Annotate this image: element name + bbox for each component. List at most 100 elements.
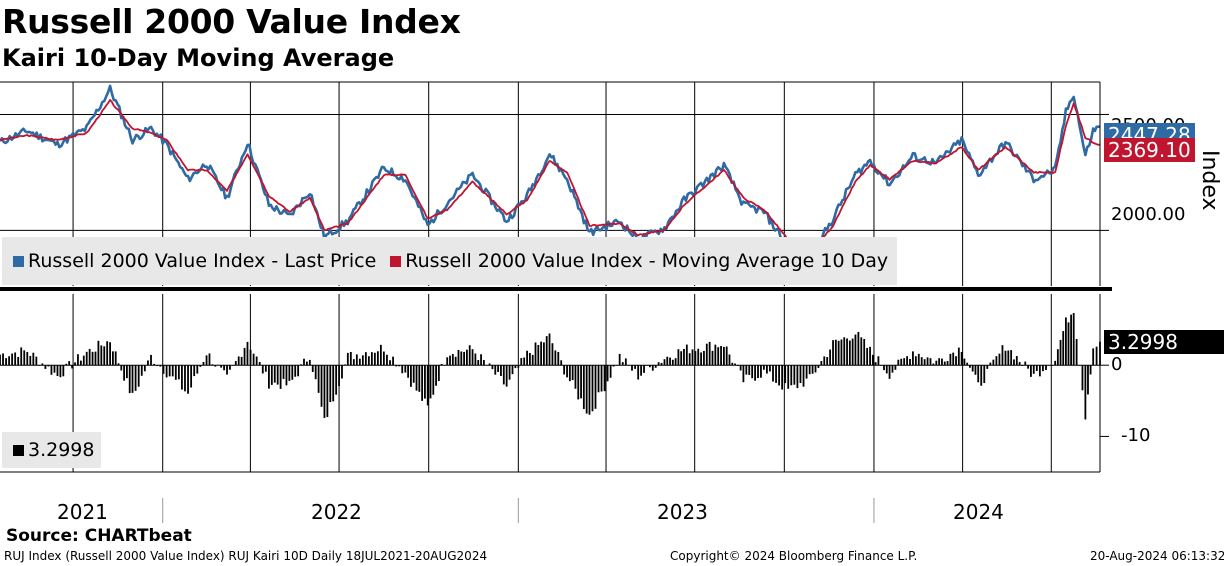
kairi-bar: [1062, 331, 1065, 366]
kairi-bar: [485, 364, 488, 366]
kairi-bar: [211, 364, 214, 366]
kairi-bar: [840, 339, 843, 366]
y-tick-label-0: 0: [1111, 354, 1123, 375]
kairi-bar: [404, 365, 407, 373]
kairi-bar: [560, 360, 563, 366]
kairi-bar: [748, 365, 751, 375]
kairi-bar: [168, 365, 171, 377]
kairi-bar: [837, 340, 840, 366]
price-lines: [0, 84, 1101, 262]
kairi-bar: [237, 356, 240, 366]
source-note: Source: CHARTbeat: [6, 526, 192, 546]
kairi-bar: [745, 365, 748, 375]
kairi-bar: [314, 365, 317, 380]
kairi-bar: [424, 365, 426, 399]
kairi-bar: [778, 365, 780, 386]
x-label-2021: 2021: [57, 500, 108, 524]
legend-swatch-last-price: [13, 255, 24, 267]
kairi-bar: [14, 352, 17, 366]
kairi-bar: [621, 362, 624, 366]
kairi-bar: [603, 365, 606, 392]
kairi-bar: [460, 351, 463, 366]
kairi-bar: [651, 365, 654, 371]
kairi-bar: [252, 353, 255, 366]
kairi-bar: [669, 357, 671, 366]
kairi-bar: [477, 360, 480, 366]
kairi-last-value-tag: 3.2998: [1104, 330, 1224, 354]
kairi-bar: [834, 339, 837, 366]
kairi-bar: [320, 365, 323, 407]
kairi-bar: [126, 365, 128, 379]
kairi-bar: [960, 351, 963, 366]
kairi-bar: [214, 365, 217, 367]
kairi-bar: [762, 365, 765, 370]
kairi-bar: [335, 365, 338, 395]
kairi-bar: [1092, 348, 1095, 366]
kairi-bar: [162, 365, 165, 374]
kairi-bar: [294, 365, 297, 377]
kairi-bar: [285, 365, 288, 386]
kairi-bar: [412, 365, 415, 383]
kairi-bar: [866, 347, 869, 366]
kairi-bar: [1045, 365, 1047, 371]
kairi-bar: [793, 365, 796, 385]
kairi-bar: [23, 350, 26, 366]
kairi-bar: [246, 341, 249, 366]
kairi-bar: [443, 365, 446, 366]
moving-average-tag: 2369.10: [1104, 138, 1195, 162]
kairi-bar: [594, 365, 597, 409]
footer-center: Copyright© 2024 Bloomberg Finance L.P.: [670, 549, 918, 563]
kairi-bar: [199, 365, 202, 367]
kairi-bar: [757, 365, 759, 379]
kairi-bar: [1067, 322, 1070, 366]
legend-swatch-moving-average: [390, 255, 402, 267]
kairi-bar: [358, 358, 361, 366]
kairi-bar: [728, 354, 731, 366]
kairi-bar: [386, 354, 388, 366]
kairi-bar: [11, 353, 14, 366]
kairi-bar: [379, 344, 382, 366]
kairi-bar: [261, 365, 264, 374]
kairi-bar: [734, 363, 736, 366]
kairi-bar: [103, 346, 106, 366]
kairi-bar: [612, 365, 615, 367]
kairi-bar: [742, 365, 745, 383]
kairi-bar: [407, 365, 410, 378]
kairi-bar: [568, 365, 571, 382]
kairi-bar: [243, 347, 246, 366]
kairi-bar: [382, 351, 385, 366]
kairi-bar: [1048, 365, 1050, 366]
kairi-bar: [352, 359, 355, 366]
kairi-bar: [451, 353, 454, 366]
kairi-bar: [520, 358, 523, 366]
kairi-bar: [364, 352, 367, 366]
kairi-bar: [77, 354, 79, 366]
kairi-bar: [597, 365, 600, 393]
kairi-bar: [943, 361, 946, 366]
kairi-bar: [523, 357, 526, 366]
kairi-bar: [395, 365, 398, 367]
kairi-bar: [920, 357, 923, 366]
kairi-bar: [545, 336, 548, 366]
kairi-bar: [421, 365, 424, 401]
kairi-bar: [1027, 365, 1029, 369]
legend-item-kairi: 3.2998: [13, 439, 94, 461]
kairi-bar: [517, 365, 520, 368]
kairi-bar: [969, 365, 971, 368]
chart-subtitle: Kairi 10-Day Moving Average: [2, 44, 395, 72]
kairi-bar: [848, 340, 851, 366]
kairi-bar: [165, 365, 168, 378]
kairi-bar: [543, 342, 545, 366]
kairi-bar: [32, 352, 35, 366]
kairi-bar: [769, 365, 771, 372]
kairi-bar: [20, 347, 23, 366]
kairi-bar: [582, 365, 585, 410]
kairi-bar: [497, 365, 500, 372]
kairi-bar: [429, 365, 432, 399]
kairi-bar: [971, 365, 974, 372]
legend-label-moving-average: Russell 2000 Value Index - Moving Averag…: [405, 250, 889, 272]
kairi-bar: [980, 365, 983, 386]
kairi-bar: [986, 365, 989, 369]
kairi-bar: [131, 365, 134, 393]
kairi-bar: [258, 361, 261, 366]
